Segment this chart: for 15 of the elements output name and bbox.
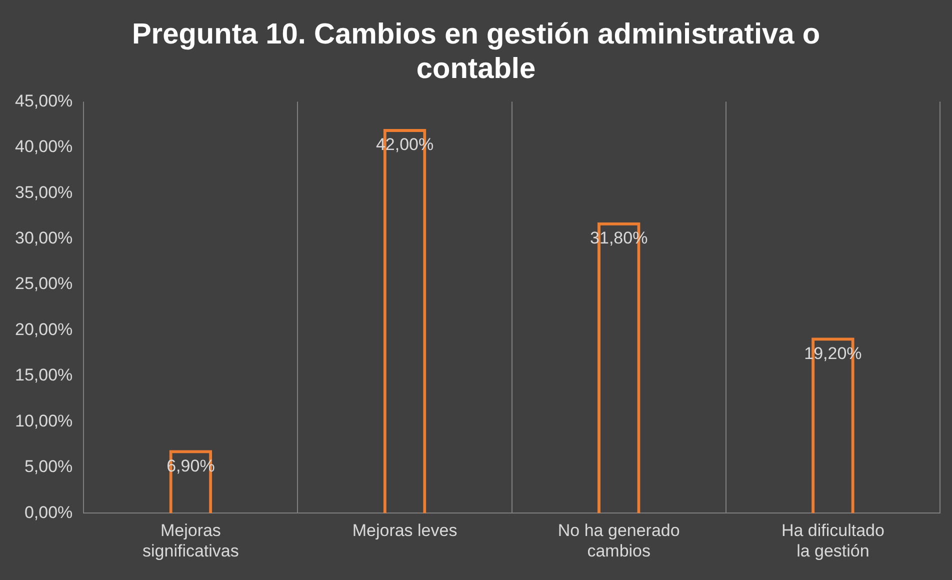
x-tick-label: Mejoras significativas — [142, 521, 239, 560]
x-tick-label: Mejoras leves — [352, 521, 458, 540]
y-tick-label: 35,00% — [14, 182, 73, 202]
y-tick-label: 15,00% — [14, 366, 73, 385]
y-tick-label: 0,00% — [24, 502, 73, 522]
y-tick-label: 20,00% — [14, 320, 73, 339]
y-tick-label: 45,00% — [14, 91, 73, 110]
y-tick-label: 5,00% — [24, 457, 73, 476]
y-tick-label: 25,00% — [14, 274, 73, 294]
chart-title: Pregunta 10. Cambios en gestión administrativa o contable — [132, 18, 820, 86]
y-tick-label: 30,00% — [14, 228, 73, 248]
x-tick-label: No ha generado cambios — [558, 521, 680, 560]
x-tick-label: Ha dificultado la gestión — [781, 521, 884, 560]
y-tick-label: 40,00% — [14, 137, 73, 156]
y-tick-label: 10,00% — [14, 411, 73, 430]
